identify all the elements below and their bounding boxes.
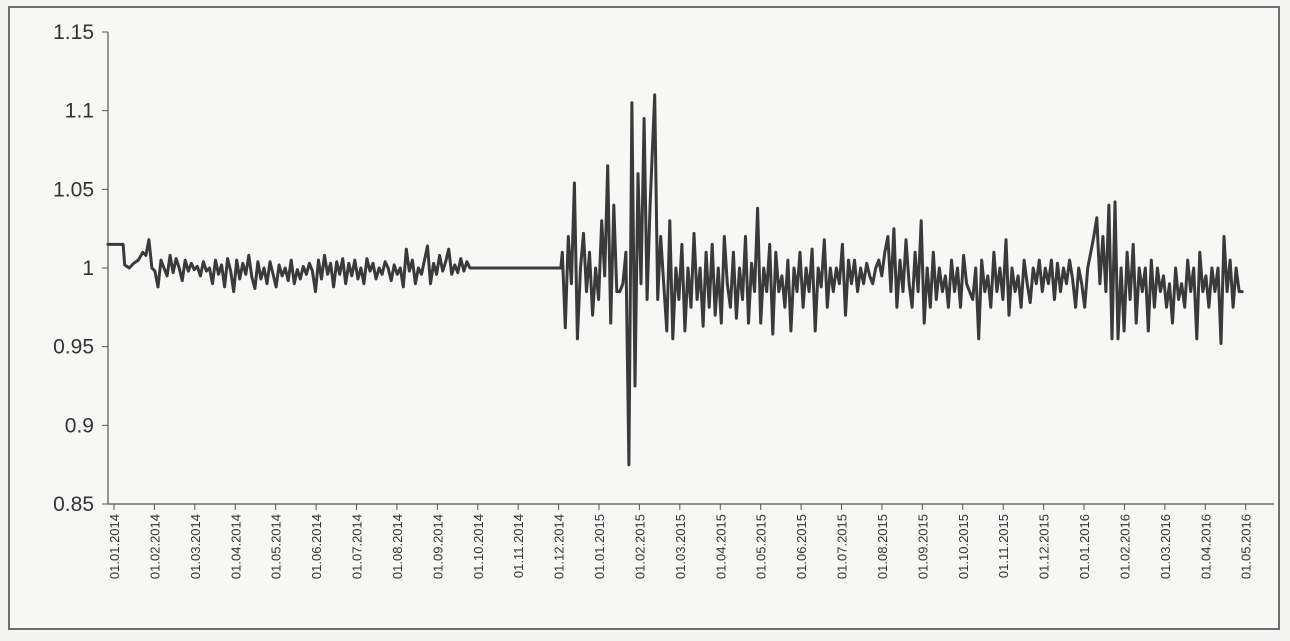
y-tick-label: 0.95	[53, 336, 94, 359]
x-tick-label: 01.07.2015	[835, 514, 850, 579]
x-tick-label: 01.09.2014	[430, 514, 445, 579]
x-tick-label: 01.02.2015	[632, 514, 647, 579]
x-tick-label: 01.01.2016	[1077, 514, 1092, 579]
x-tick-label: 01.05.2014	[269, 514, 284, 579]
y-tick-label: 0.85	[53, 493, 94, 516]
y-tick-label: 1	[82, 257, 94, 280]
x-axis: 01.01.2014 01.02.2014 01.03.2014 01.04.2014…	[107, 503, 1274, 579]
x-tick-label: 01.03.2014	[188, 514, 203, 579]
x-tick-label: 01.08.2015	[875, 514, 890, 579]
x-tick-label: 01.06.2015	[794, 514, 809, 579]
x-tick-label: 01.07.2014	[350, 514, 365, 579]
series-line	[106, 93, 1244, 467]
x-tick-label: 01.12.2015	[1037, 514, 1052, 579]
y-tick-label: 1.15	[53, 21, 94, 44]
y-tick-label: 1.05	[53, 178, 94, 201]
plot-area	[106, 93, 1244, 467]
x-tick-label: 01.01.2015	[592, 514, 607, 579]
x-tick-label: 01.11.2015	[996, 514, 1011, 578]
x-tick-label: 01.03.2016	[1158, 514, 1173, 579]
x-tick-label: 01.03.2015	[673, 514, 688, 579]
x-tick-label: 01.02.2014	[147, 514, 162, 579]
x-tick-label: 01.12.2014	[552, 514, 567, 579]
x-tick-label: 01.02.2016	[1117, 514, 1132, 579]
y-tick-label: 0.9	[65, 414, 94, 437]
x-tick-label: 01.11.2014	[511, 514, 526, 578]
x-tick-label: 01.08.2014	[390, 514, 405, 579]
x-tick-label: 01.05.2016	[1239, 514, 1254, 579]
x-tick-label: 01.04.2015	[713, 514, 728, 579]
line-chart: 0.85 0.9 0.95 1 1.05 1.1 1.15 01.01.2014 01.02.…	[53, 21, 1274, 579]
x-tick-label: 01.04.2014	[228, 514, 243, 579]
x-tick-label: 01.05.2015	[754, 514, 769, 579]
x-tick-label: 01.10.2015	[956, 514, 971, 579]
x-tick-label: 01.01.2014	[107, 514, 122, 579]
x-tick-label: 01.10.2014	[471, 514, 486, 579]
chart-frame: 0.85 0.9 0.95 1 1.05 1.1 1.15 01.01.2014 01.02.…	[8, 6, 1280, 630]
y-tick-label: 1.1	[65, 100, 94, 123]
x-tick-label: 01.06.2014	[309, 514, 324, 579]
x-tick-label: 01.09.2015	[915, 514, 930, 579]
x-tick-label: 01.04.2016	[1198, 514, 1213, 579]
y-axis: 0.85 0.9 0.95 1 1.05 1.1 1.15	[53, 21, 109, 516]
